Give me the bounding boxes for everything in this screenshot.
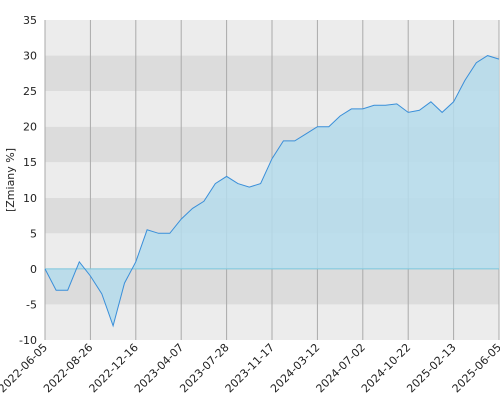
y-tick-label: 0 [30,263,37,276]
y-tick-label: 35 [23,14,37,27]
y-tick-label: -5 [26,298,37,311]
y-tick-label: 30 [23,50,37,63]
y-tick-label: 25 [23,85,37,98]
line [44,55,500,328]
y-tick-label: 20 [23,121,37,134]
y-tick-label: 15 [23,156,37,169]
area [45,55,499,326]
y-axis-label: [Zmiany %] [4,148,17,212]
y-tick-label: -10 [19,334,37,347]
y-tick-label: 10 [23,192,37,205]
y-tick-label: 5 [30,227,37,240]
